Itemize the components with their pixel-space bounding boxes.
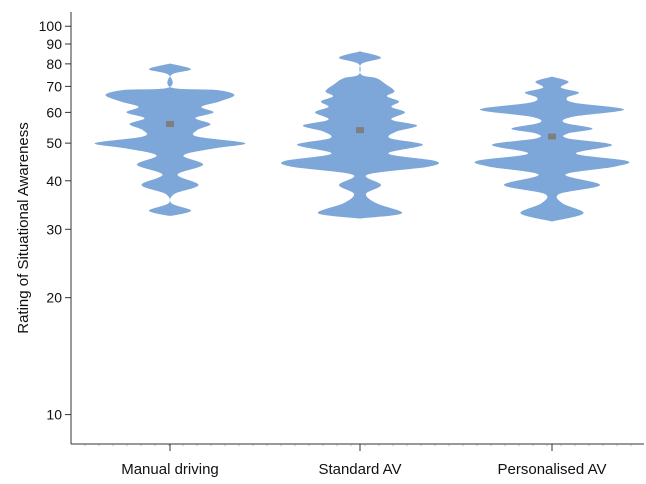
mean-marker-manual-driving	[166, 121, 174, 128]
x-tick-label: Personalised AV	[498, 461, 607, 478]
mean-marker-standard-av	[356, 127, 364, 134]
y-tick-label: 90	[46, 36, 62, 52]
y-tick-label: 50	[46, 135, 62, 151]
violin-manual-driving	[94, 63, 246, 217]
violin-standard-av	[280, 51, 440, 219]
y-tick-label: 80	[46, 56, 62, 72]
x-tick-label: Manual driving	[121, 461, 219, 478]
y-tick-label: 30	[46, 221, 62, 237]
labels-layer: 10 20 30 40 50 60 70 80 90 100 Manual driving Stand…	[15, 18, 606, 478]
y-tick-label: 100	[39, 18, 63, 34]
y-tick-label: 10	[46, 407, 62, 423]
violin-personalised-av	[474, 76, 630, 222]
means-layer	[166, 121, 556, 140]
y-tick-label: 70	[46, 78, 62, 94]
y-tick-label: 60	[46, 104, 62, 120]
violins-layer	[94, 51, 630, 222]
y-axis-title: Rating of Situational Awareness	[15, 122, 32, 334]
x-tick-label: Standard AV	[318, 461, 401, 478]
axes-layer	[65, 12, 644, 451]
y-tick-label: 20	[46, 290, 62, 306]
mean-marker-personalised-av	[548, 133, 556, 140]
y-tick-label: 40	[46, 173, 62, 189]
